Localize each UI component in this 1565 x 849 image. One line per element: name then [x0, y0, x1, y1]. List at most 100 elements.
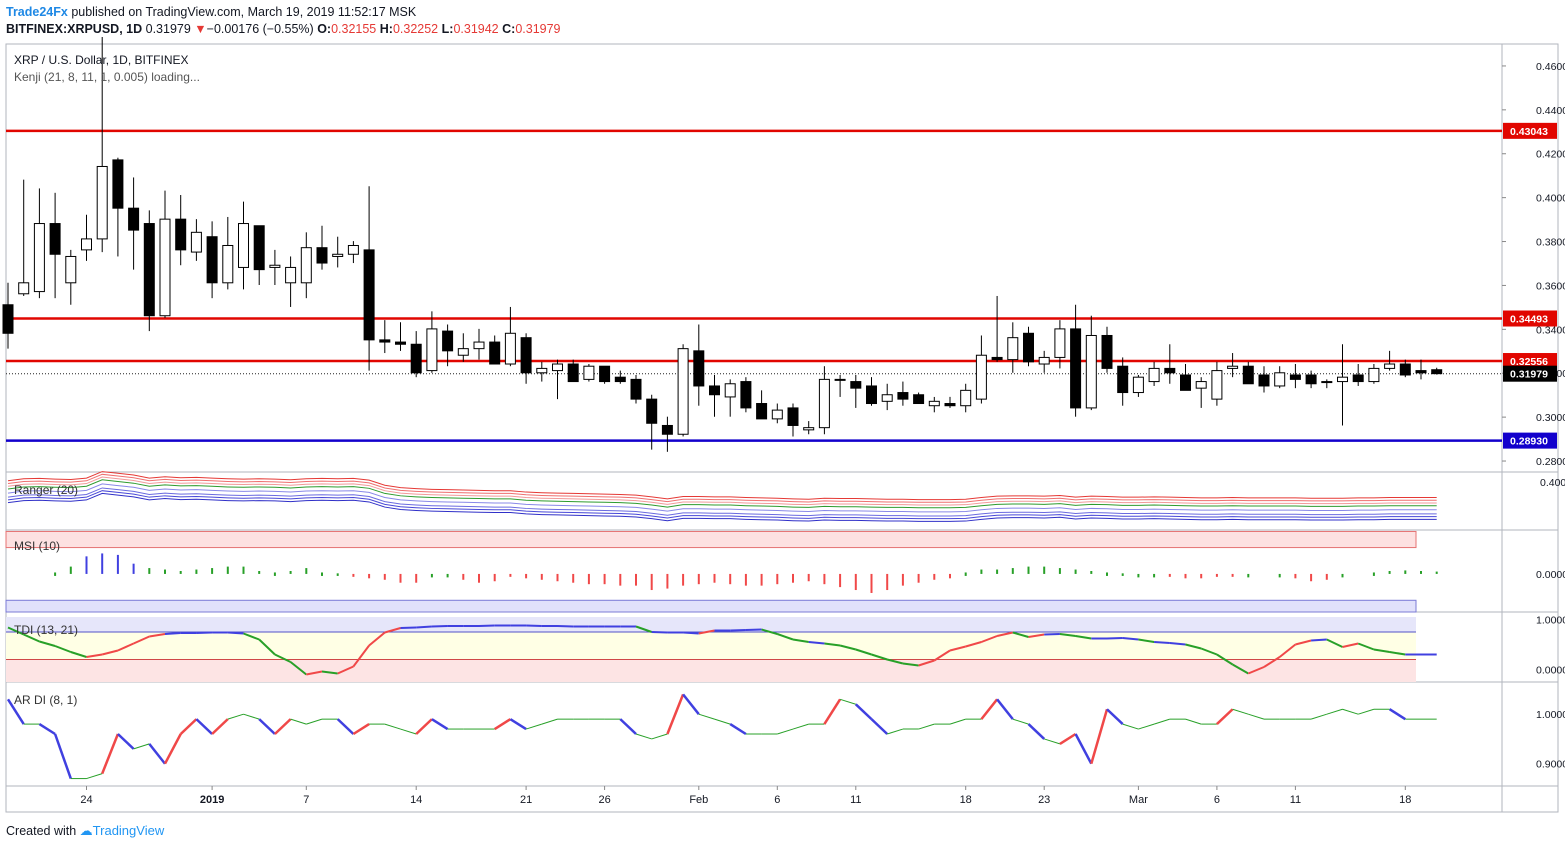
tdi-segment [1106, 637, 1123, 640]
ranger-band-line [7, 492, 1437, 522]
candle [661, 416, 673, 452]
candle-body [646, 398, 658, 424]
candle [2, 282, 14, 349]
candle-body [285, 266, 297, 284]
candle [363, 186, 375, 371]
tdi-segment [918, 659, 935, 667]
candle-body [175, 218, 187, 251]
candle-body [238, 223, 249, 268]
tdi-segment [1311, 638, 1327, 642]
ardi-segment [1388, 708, 1406, 721]
candle [49, 192, 61, 299]
candle-body [1085, 334, 1097, 409]
tdi-segment [996, 631, 1014, 637]
tdi-segment [196, 631, 213, 634]
tradingview-link[interactable]: TradingView [92, 823, 165, 838]
tdi-title: TDI (13, 21) [14, 623, 78, 637]
tdi-segment [258, 638, 276, 656]
candle [1180, 364, 1191, 391]
y-tick-label: 0.46000 [1536, 61, 1565, 73]
ardi-segment [1027, 723, 1046, 740]
x-tick-label: 26 [598, 794, 610, 806]
author-link[interactable]: Trade24Fx [6, 5, 68, 19]
x-tick-label: 6 [774, 794, 780, 806]
tdi-segment [368, 631, 386, 647]
candle-body [552, 363, 563, 372]
tdi-segment [981, 635, 998, 643]
ardi-segment [1358, 708, 1375, 715]
tdi-segment [1357, 642, 1375, 651]
candle [457, 333, 469, 362]
candle [128, 177, 140, 270]
footer: Created with ☁TradingView [6, 823, 164, 839]
candle [316, 225, 328, 270]
ardi-segment [1216, 708, 1234, 726]
ardi-segment [117, 733, 135, 750]
tdi-segment [289, 661, 307, 676]
low-label: L: [441, 22, 454, 36]
ardi-segment [290, 718, 307, 725]
candle [285, 256, 297, 307]
ardi-segment [1012, 718, 1029, 725]
tdi-segment [792, 638, 809, 643]
candle-body [395, 341, 406, 345]
candle-body [159, 218, 171, 317]
ardi-segment [211, 718, 229, 735]
tdi-segment [1373, 648, 1390, 653]
tdi-segment [7, 626, 25, 636]
ardi-title: AR DI (8, 1) [14, 693, 77, 707]
candle [1007, 322, 1019, 373]
candle [1352, 364, 1364, 386]
ardi-segment [494, 718, 512, 731]
y-tick-label: 0.44000 [1536, 105, 1565, 117]
candle [347, 241, 359, 264]
level-price-label: 0.32556 [1510, 356, 1548, 368]
candle [504, 306, 516, 367]
tdi-segment [651, 631, 668, 634]
level-price-tag [1503, 432, 1557, 449]
candle-body [316, 247, 328, 264]
tdi-segment [1028, 633, 1045, 638]
tdi-segment [1154, 641, 1170, 644]
price-change: −0.00176 (−0.55%) [206, 22, 314, 36]
candle [944, 396, 956, 408]
tdi-segment [1059, 633, 1076, 637]
candle-body [1054, 328, 1066, 358]
ardi-segment [870, 718, 889, 735]
candle-body [112, 159, 124, 209]
ranger-band-line [7, 487, 1437, 517]
ardi-segment [714, 718, 731, 725]
candle-body [18, 282, 30, 295]
tdi-segment [243, 632, 260, 641]
x-tick-label: 14 [410, 794, 422, 806]
candle-body [803, 427, 815, 431]
tdi-segment [54, 645, 72, 653]
candle [756, 390, 768, 420]
ardi-segment [777, 728, 794, 735]
tdi-segment [526, 624, 542, 627]
candle-body [1070, 328, 1082, 409]
ardi-segment [101, 733, 120, 775]
tdi-segment [1122, 637, 1139, 641]
ardi-segment [1122, 723, 1139, 730]
tdi-segment [1169, 642, 1186, 646]
level-price-tag [1503, 353, 1557, 370]
tdi-segment [855, 648, 872, 656]
candle-body [222, 244, 234, 284]
candle [740, 377, 752, 413]
candle [238, 201, 249, 290]
candle-body [489, 341, 501, 365]
candle-body [928, 400, 940, 407]
last-price: 0.31979 [145, 22, 191, 36]
candle-body [96, 165, 108, 240]
last-price-label: 0.31979 [1510, 369, 1548, 381]
tdi-segment [321, 670, 338, 675]
ardi-segment [887, 728, 904, 735]
tdi-segment [886, 658, 904, 665]
candle-body [991, 356, 1003, 361]
tdi-segment [227, 631, 244, 635]
tdi-segment [1200, 647, 1218, 656]
x-tick-label: 6 [1214, 794, 1220, 806]
symbol-label[interactable]: BITFINEX:XRPUSD, 1D [6, 22, 143, 36]
